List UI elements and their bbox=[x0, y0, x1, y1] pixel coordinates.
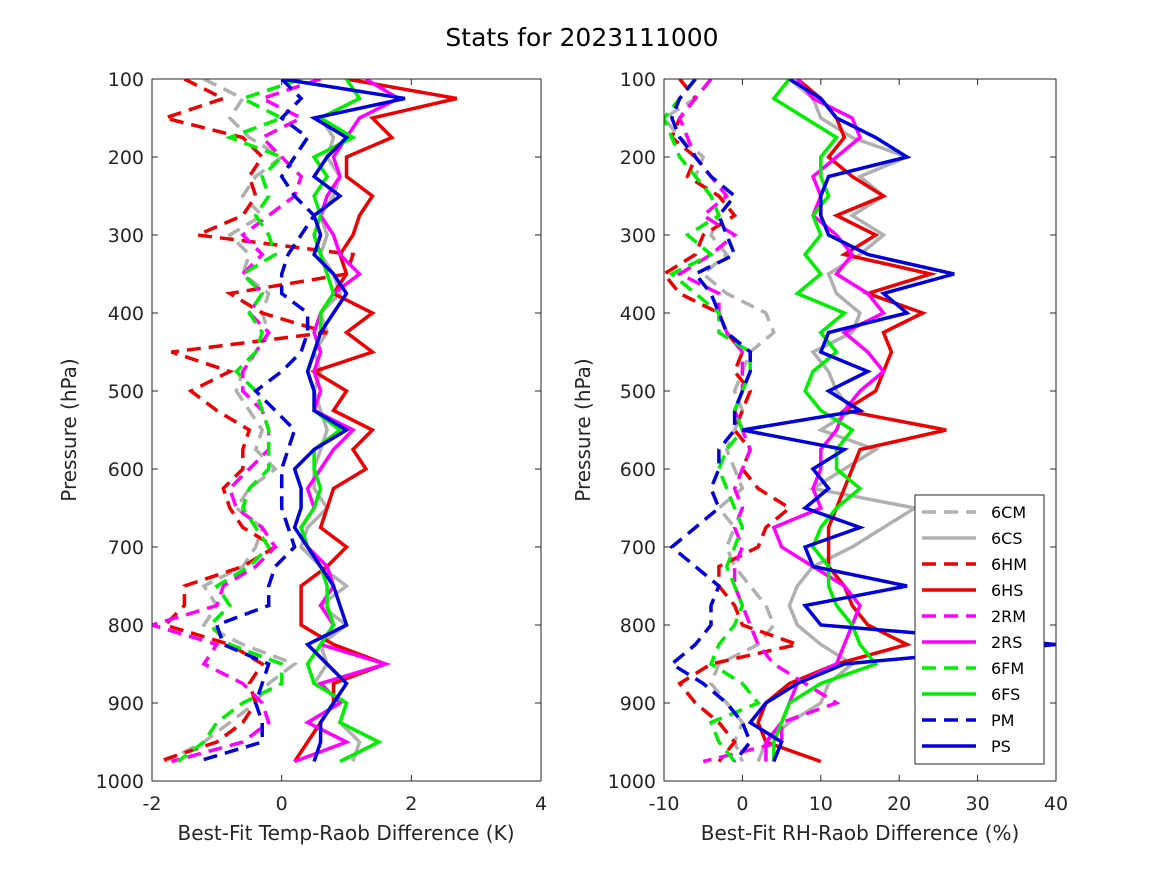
rh-y-tick-label: 1000 bbox=[608, 771, 656, 793]
temp-series-group bbox=[152, 79, 458, 764]
rh-y-tick-label: 200 bbox=[620, 147, 656, 169]
temp-y-tick-label: 200 bbox=[108, 147, 144, 169]
temp-y-tick-label: 400 bbox=[108, 303, 144, 325]
temp-y-tick-label: 600 bbox=[108, 459, 144, 481]
rh-panel: -10 0 10 20 30 40 100 200 300 400 500 600 700 800 900 1… bbox=[571, 69, 1068, 845]
rh-y-tick-label: 100 bbox=[620, 69, 656, 91]
legend-label-6fs: 6FS bbox=[991, 685, 1020, 704]
rh-series-2rm bbox=[676, 79, 841, 764]
legend-label-6hm: 6HM bbox=[991, 555, 1027, 574]
legend-label-2rm: 2RM bbox=[991, 607, 1026, 626]
temp-y-tick-label: 300 bbox=[108, 225, 144, 247]
rh-y-axis-label: Pressure (hPa) bbox=[571, 358, 595, 501]
rh-x-tick-label: 20 bbox=[887, 793, 911, 815]
temp-y-tick-label: 1000 bbox=[96, 771, 144, 793]
figure-title: Stats for 2023111000 bbox=[445, 23, 718, 52]
legend-label-6fm: 6FM bbox=[991, 659, 1024, 678]
legend-label-pm: PM bbox=[991, 711, 1014, 730]
rh-series-6fs bbox=[771, 79, 879, 762]
rh-y-tick-label: 800 bbox=[620, 615, 656, 637]
temp-x-tick-label: 2 bbox=[405, 793, 417, 815]
temp-panel: -2 0 2 4 100 200 300 400 500 600 700 800 900 1000 Bes… bbox=[57, 69, 547, 845]
rh-y-tick-label: 900 bbox=[620, 693, 656, 715]
rh-x-tick-label: 30 bbox=[966, 793, 990, 815]
temp-y-tick-label: 100 bbox=[108, 69, 144, 91]
legend-label-2rs: 2RS bbox=[991, 633, 1022, 652]
temp-axes-box bbox=[151, 78, 542, 782]
temp-x-axis-label: Best-Fit Temp-Raob Difference (K) bbox=[177, 821, 514, 845]
legend: 6CM 6CS 6HM 6HS 2RM 2RS 6FM 6FS PM PS bbox=[914, 494, 1045, 765]
rh-x-tick-label: 10 bbox=[809, 793, 833, 815]
rh-series-group bbox=[664, 79, 1056, 764]
temp-series-ps bbox=[281, 79, 406, 763]
temp-y-tick-label: 500 bbox=[108, 381, 144, 403]
rh-x-tick-label: 0 bbox=[736, 793, 748, 815]
legend-label-ps: PS bbox=[991, 737, 1011, 756]
rh-y-tick-label: 700 bbox=[620, 537, 656, 559]
legend-box bbox=[914, 494, 1045, 765]
temp-y-tick-label: 900 bbox=[108, 693, 144, 715]
rh-y-tick-label: 300 bbox=[620, 225, 656, 247]
temp-y-tick-label: 700 bbox=[108, 537, 144, 559]
legend-label-6cs: 6CS bbox=[991, 529, 1023, 548]
rh-y-tick-label: 400 bbox=[620, 303, 656, 325]
rh-series-6fm bbox=[664, 79, 761, 763]
temp-series-2rm bbox=[152, 79, 322, 764]
temp-y-tick-label: 800 bbox=[108, 615, 144, 637]
temp-series-6cm bbox=[164, 79, 299, 764]
temp-x-tick-label: 0 bbox=[276, 793, 288, 815]
rh-series-pm bbox=[668, 79, 753, 763]
temp-series-6hs bbox=[293, 79, 458, 763]
legend-label-6cm: 6CM bbox=[991, 503, 1026, 522]
temp-x-tick-label: -2 bbox=[143, 793, 162, 815]
rh-x-tick-label: -10 bbox=[648, 793, 679, 815]
rh-series-2rs bbox=[764, 79, 887, 762]
temp-ticks: -2 0 2 4 100 200 300 400 500 600 700 800 900 1000 bbox=[96, 69, 547, 815]
rh-series-6hs bbox=[756, 79, 947, 764]
legend-label-6hs: 6HS bbox=[991, 581, 1023, 600]
temp-x-tick-label: 4 bbox=[535, 793, 547, 815]
temp-series-6fm bbox=[176, 79, 302, 763]
rh-x-tick-label: 40 bbox=[1044, 793, 1068, 815]
rh-x-axis-label: Best-Fit RH-Raob Difference (%) bbox=[701, 821, 1020, 845]
rh-y-tick-label: 500 bbox=[620, 381, 656, 403]
rh-axes-box bbox=[663, 78, 1057, 782]
temp-y-axis-label: Pressure (hPa) bbox=[57, 358, 81, 501]
temp-series-pm bbox=[196, 79, 317, 764]
rh-y-tick-label: 600 bbox=[620, 459, 656, 481]
rh-ticks: -10 0 10 20 30 40 100 200 300 400 500 600 700 800 900 1… bbox=[608, 69, 1068, 815]
